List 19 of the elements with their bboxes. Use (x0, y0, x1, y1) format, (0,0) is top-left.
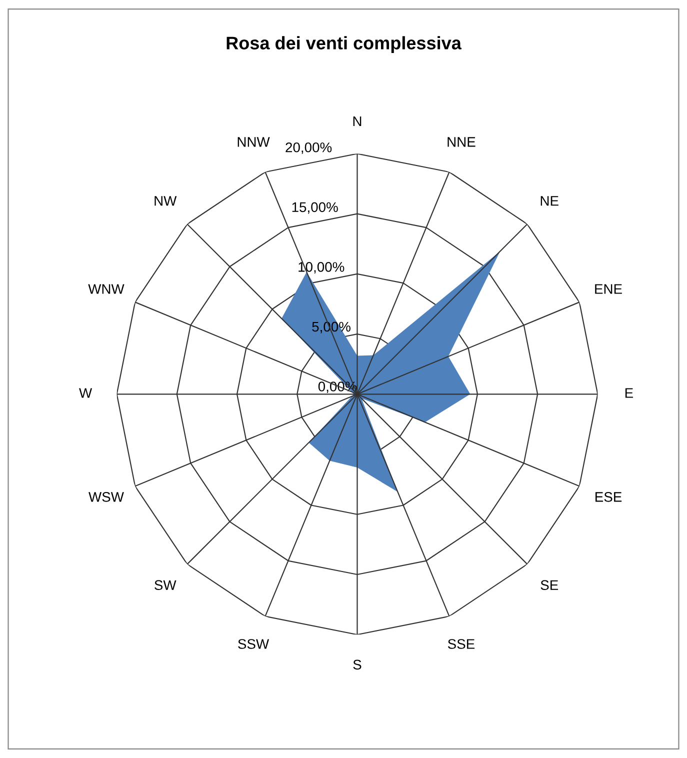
spoke-label: NNW (238, 137, 270, 147)
spoke-label: NW (154, 196, 177, 206)
y-tick-label: 15,00% (292, 202, 338, 214)
chart-title: Rosa dei venti complessiva (226, 36, 462, 54)
spoke-label: E (625, 388, 633, 398)
spoke-label: ESE (596, 492, 622, 502)
spoke-label: ENE (595, 284, 622, 294)
spoke-label: SSW (238, 639, 270, 649)
spoke-label: W (79, 388, 92, 398)
spoke-label: SE (540, 580, 558, 590)
spoke-label: NE (540, 196, 558, 206)
spoke-label: S (353, 660, 362, 670)
spoke-label: N (353, 116, 362, 126)
y-tick-label: 20,00% (286, 142, 332, 154)
spoke-label: WNW (88, 284, 124, 294)
spoke-label: SSE (448, 639, 475, 649)
spoke-label: NNE (448, 137, 476, 147)
spoke-label: WSW (88, 492, 124, 502)
spoke-label: SW (154, 580, 176, 590)
